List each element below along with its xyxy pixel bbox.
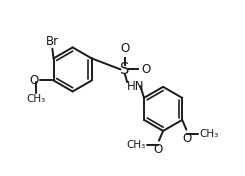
Text: HN: HN [127, 80, 145, 93]
Text: O: O [120, 42, 129, 55]
Text: Br: Br [46, 34, 59, 48]
Text: O: O [141, 63, 150, 76]
Text: CH₃: CH₃ [200, 129, 219, 139]
Text: CH₃: CH₃ [26, 94, 46, 104]
Text: S: S [120, 62, 130, 77]
Text: O: O [183, 131, 192, 144]
Text: CH₃: CH₃ [126, 140, 146, 150]
Text: O: O [29, 74, 38, 87]
Text: O: O [153, 143, 163, 156]
